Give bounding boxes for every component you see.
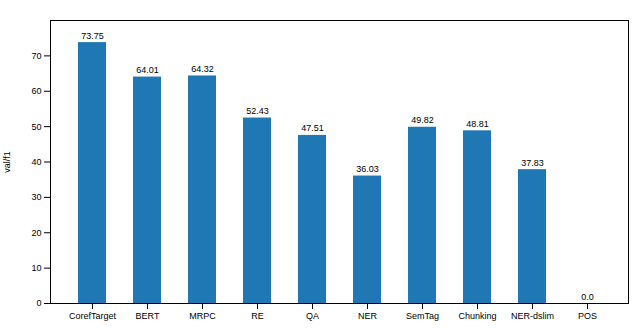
- svg-text:60: 60: [31, 86, 41, 96]
- svg-text:Chunking: Chunking: [458, 311, 496, 321]
- svg-text:30: 30: [31, 192, 41, 202]
- svg-text:64.32: 64.32: [191, 64, 214, 74]
- svg-text:NER-dslim: NER-dslim: [511, 311, 554, 321]
- svg-text:val/f1: val/f1: [2, 151, 12, 173]
- svg-text:48.81: 48.81: [466, 119, 489, 129]
- svg-text:MRPC: MRPC: [189, 311, 216, 321]
- svg-text:SemTag: SemTag: [406, 311, 439, 321]
- svg-text:70: 70: [31, 51, 41, 61]
- svg-text:37.83: 37.83: [521, 158, 544, 168]
- svg-text:CorefTarget: CorefTarget: [69, 311, 117, 321]
- svg-text:RE: RE: [251, 311, 264, 321]
- svg-text:20: 20: [31, 228, 41, 238]
- svg-text:47.51: 47.51: [301, 123, 324, 133]
- svg-text:10: 10: [31, 263, 41, 273]
- svg-text:73.75: 73.75: [81, 31, 104, 41]
- svg-text:52.43: 52.43: [246, 106, 269, 116]
- svg-text:36.03: 36.03: [356, 164, 379, 174]
- svg-text:40: 40: [31, 157, 41, 167]
- svg-text:QA: QA: [306, 311, 319, 321]
- svg-text:50: 50: [31, 122, 41, 132]
- svg-text:POS: POS: [578, 311, 597, 321]
- svg-text:49.82: 49.82: [411, 115, 434, 125]
- svg-text:BERT: BERT: [136, 311, 160, 321]
- svg-text:NER: NER: [358, 311, 378, 321]
- svg-text:0: 0: [36, 298, 41, 308]
- svg-text:0.0: 0.0: [581, 292, 594, 302]
- svg-text:64.01: 64.01: [136, 65, 159, 75]
